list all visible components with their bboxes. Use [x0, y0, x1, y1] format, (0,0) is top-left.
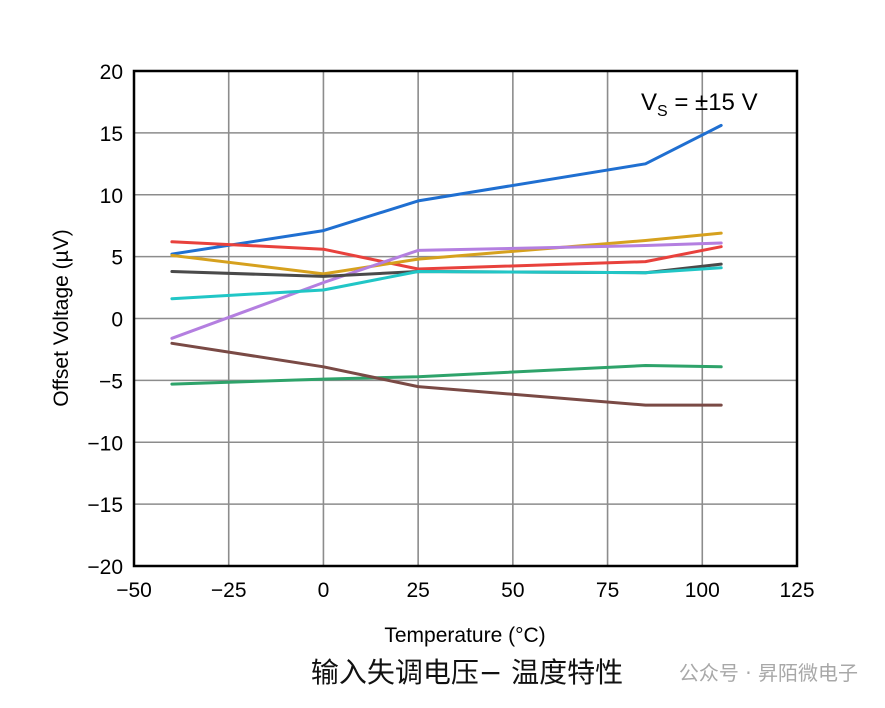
x-tick-label: 50: [501, 579, 524, 602]
x-tick-label: 25: [406, 579, 429, 602]
annotation-rest: = ±15 V: [668, 89, 758, 116]
x-tick-label: 125: [779, 579, 814, 602]
x-tick-label: 75: [596, 579, 619, 602]
annotation-subscript: S: [657, 103, 668, 120]
y-tick-label: −15: [87, 494, 123, 517]
annotation-v: V: [641, 89, 657, 116]
x-tick-label: 100: [685, 579, 720, 602]
y-tick-label: −5: [99, 370, 123, 393]
y-tick-label: 0: [111, 309, 123, 332]
watermark: 公众号 · 昇陌微电子: [679, 661, 858, 685]
plot-frame: [132, 69, 799, 568]
y-tick-label: 20: [100, 61, 123, 84]
series-line-2: [170, 240, 723, 271]
y-tick-label: 10: [100, 185, 123, 208]
y-tick-label: −10: [87, 432, 123, 455]
supply-voltage-annotation: VS = ±15 V: [641, 89, 758, 120]
x-tick-label: 0: [318, 579, 330, 602]
series-line-3: [170, 231, 723, 276]
x-tick-label: −50: [116, 579, 152, 602]
series-line-1: [170, 123, 723, 256]
series-line-8: [170, 341, 723, 407]
series-line-7: [170, 364, 723, 386]
series-line-4: [170, 241, 723, 340]
x-tick-label: −25: [211, 579, 247, 602]
y-tick-labels: 20 15 10 5 0 −5 −10 −15 −20: [87, 61, 123, 579]
y-tick-label: 15: [100, 123, 123, 146]
x-axis-title: Temperature (°C): [384, 624, 545, 647]
y-axis-title: Offset Voltage (µV): [50, 229, 73, 406]
series-lines: [170, 123, 723, 407]
series-line-6: [170, 266, 723, 301]
y-tick-label: 5: [111, 247, 123, 270]
x-tick-labels: −50 −25 0 25 50 75 100 125: [116, 579, 814, 602]
chart-caption: 输入失调电压− 温度特性: [311, 656, 623, 689]
y-tick-label: −20: [87, 556, 123, 579]
